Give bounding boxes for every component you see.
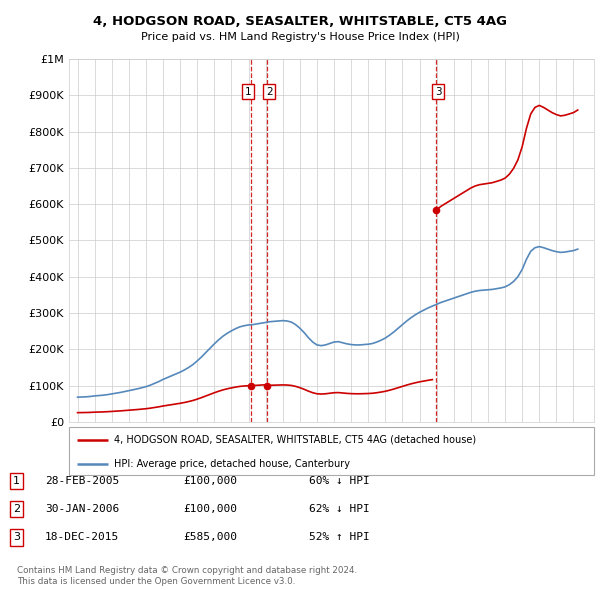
- Text: 1: 1: [13, 476, 20, 486]
- Text: 52% ↑ HPI: 52% ↑ HPI: [309, 533, 370, 542]
- Text: £100,000: £100,000: [183, 504, 237, 514]
- Text: 4, HODGSON ROAD, SEASALTER, WHITSTABLE, CT5 4AG: 4, HODGSON ROAD, SEASALTER, WHITSTABLE, …: [93, 15, 507, 28]
- Text: 18-DEC-2015: 18-DEC-2015: [45, 533, 119, 542]
- Text: 60% ↓ HPI: 60% ↓ HPI: [309, 476, 370, 486]
- Text: Contains HM Land Registry data © Crown copyright and database right 2024.
This d: Contains HM Land Registry data © Crown c…: [17, 566, 357, 586]
- Text: £585,000: £585,000: [183, 533, 237, 542]
- Text: 3: 3: [13, 533, 20, 542]
- Text: 62% ↓ HPI: 62% ↓ HPI: [309, 504, 370, 514]
- Text: 2: 2: [13, 504, 20, 514]
- Text: 30-JAN-2006: 30-JAN-2006: [45, 504, 119, 514]
- Text: 4, HODGSON ROAD, SEASALTER, WHITSTABLE, CT5 4AG (detached house): 4, HODGSON ROAD, SEASALTER, WHITSTABLE, …: [113, 435, 476, 445]
- Text: 3: 3: [435, 87, 442, 97]
- Text: 1: 1: [245, 87, 251, 97]
- Text: 28-FEB-2005: 28-FEB-2005: [45, 476, 119, 486]
- Text: £100,000: £100,000: [183, 476, 237, 486]
- Text: HPI: Average price, detached house, Canterbury: HPI: Average price, detached house, Cant…: [113, 459, 350, 469]
- Text: Price paid vs. HM Land Registry's House Price Index (HPI): Price paid vs. HM Land Registry's House …: [140, 32, 460, 42]
- Text: 2: 2: [266, 87, 272, 97]
